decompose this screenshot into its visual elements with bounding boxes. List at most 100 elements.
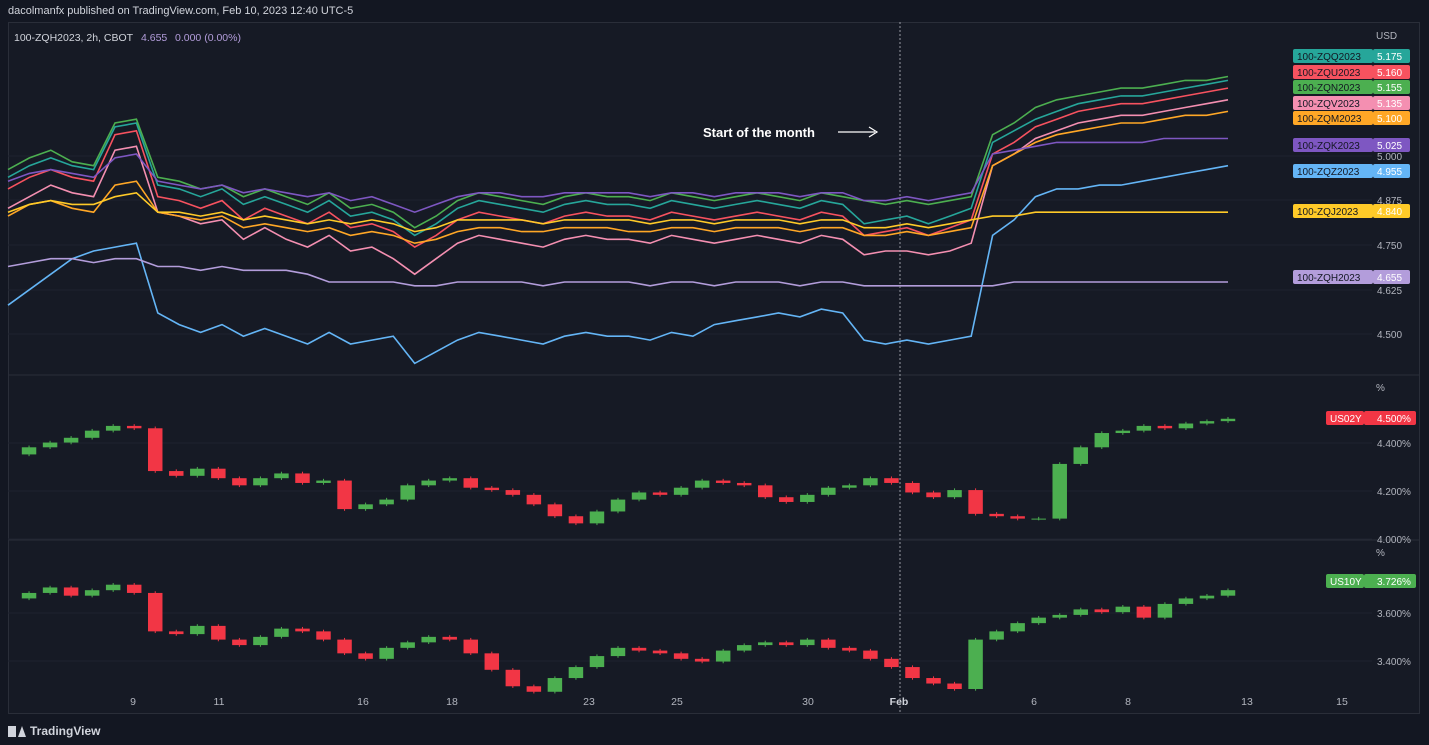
candle-body[interactable] bbox=[568, 667, 584, 679]
candle-body[interactable] bbox=[926, 492, 941, 498]
candle-body[interactable] bbox=[905, 482, 920, 493]
candle-body[interactable] bbox=[547, 504, 563, 517]
series-line-100-zqz2023[interactable] bbox=[7, 164, 1229, 365]
candle-body[interactable] bbox=[274, 473, 289, 479]
candle-body[interactable] bbox=[63, 437, 79, 443]
candle-body[interactable] bbox=[232, 639, 247, 646]
candle-body[interactable] bbox=[400, 642, 415, 648]
candle-body[interactable] bbox=[1010, 516, 1025, 519]
candle-body[interactable] bbox=[694, 658, 710, 662]
candle-body[interactable] bbox=[1052, 463, 1067, 519]
series-line-100-zqk2023[interactable] bbox=[7, 137, 1228, 214]
series-line-100-zqh2023[interactable] bbox=[7, 257, 1228, 287]
candle-body[interactable] bbox=[968, 490, 983, 514]
candle-body[interactable] bbox=[126, 425, 142, 429]
candle-body[interactable] bbox=[63, 587, 79, 596]
candle-body[interactable] bbox=[610, 499, 626, 512]
candle-body[interactable] bbox=[1220, 418, 1236, 422]
candle-body[interactable] bbox=[148, 592, 163, 632]
candle-body[interactable] bbox=[505, 669, 521, 687]
candle-body[interactable] bbox=[421, 636, 436, 643]
candle-body[interactable] bbox=[105, 425, 121, 431]
candle-body[interactable] bbox=[442, 636, 457, 640]
candle-body[interactable] bbox=[190, 625, 205, 635]
candle-body[interactable] bbox=[968, 639, 983, 690]
candle-body[interactable] bbox=[484, 487, 500, 491]
candle-body[interactable] bbox=[673, 487, 689, 495]
candle-body[interactable] bbox=[1157, 425, 1173, 429]
candle-body[interactable] bbox=[316, 631, 331, 640]
candle-body[interactable] bbox=[673, 653, 689, 659]
candle-body[interactable] bbox=[1220, 590, 1236, 596]
candle-body[interactable] bbox=[947, 683, 962, 690]
candle-body[interactable] bbox=[842, 485, 857, 488]
candle-body[interactable] bbox=[589, 511, 605, 524]
candle-body[interactable] bbox=[758, 642, 773, 646]
candle-body[interactable] bbox=[442, 478, 457, 481]
candle-body[interactable] bbox=[1136, 425, 1152, 431]
candle-body[interactable] bbox=[463, 478, 478, 488]
candle-body[interactable] bbox=[547, 678, 563, 692]
candle-body[interactable] bbox=[715, 480, 731, 483]
candle-body[interactable] bbox=[295, 473, 310, 483]
candle-body[interactable] bbox=[1031, 518, 1046, 520]
candle-body[interactable] bbox=[1094, 609, 1110, 613]
candle-body[interactable] bbox=[800, 494, 815, 502]
candle-body[interactable] bbox=[863, 650, 878, 659]
candle-body[interactable] bbox=[505, 490, 521, 495]
candle-body[interactable] bbox=[169, 631, 184, 635]
candle-body[interactable] bbox=[905, 667, 920, 679]
candle-body[interactable] bbox=[148, 428, 163, 472]
candle-body[interactable] bbox=[190, 468, 205, 476]
series-line-100-zqm2023[interactable] bbox=[7, 110, 1229, 245]
candle-body[interactable] bbox=[400, 485, 415, 500]
candle-body[interactable] bbox=[779, 497, 794, 502]
candle-body[interactable] bbox=[800, 639, 815, 646]
candle-body[interactable] bbox=[1115, 430, 1131, 434]
candle-body[interactable] bbox=[484, 653, 500, 670]
candle-body[interactable] bbox=[42, 442, 58, 448]
candle-body[interactable] bbox=[884, 478, 899, 483]
candle-body[interactable] bbox=[1178, 598, 1194, 604]
candle-body[interactable] bbox=[736, 482, 752, 486]
candle-body[interactable] bbox=[337, 639, 352, 654]
candle-body[interactable] bbox=[379, 499, 394, 505]
candle-body[interactable] bbox=[463, 639, 478, 654]
candle-body[interactable] bbox=[358, 504, 373, 510]
series-line-100-zqu2023[interactable] bbox=[7, 87, 1229, 249]
candle-body[interactable] bbox=[715, 650, 731, 662]
candle-body[interactable] bbox=[21, 592, 37, 599]
candle-body[interactable] bbox=[926, 678, 941, 684]
candle-body[interactable] bbox=[295, 628, 310, 632]
candle-body[interactable] bbox=[211, 625, 226, 640]
candle-body[interactable] bbox=[358, 653, 373, 659]
candle-body[interactable] bbox=[863, 478, 878, 486]
candle-body[interactable] bbox=[1199, 421, 1215, 424]
candle-body[interactable] bbox=[1031, 617, 1046, 624]
candle-body[interactable] bbox=[568, 516, 584, 524]
candle-body[interactable] bbox=[694, 480, 710, 488]
candle-body[interactable] bbox=[1073, 447, 1088, 464]
candle-body[interactable] bbox=[821, 639, 836, 648]
candle-body[interactable] bbox=[652, 650, 668, 654]
candle-body[interactable] bbox=[84, 430, 100, 438]
candle-body[interactable] bbox=[253, 636, 268, 646]
candle-body[interactable] bbox=[1094, 433, 1110, 448]
candle-body[interactable] bbox=[42, 587, 58, 593]
candle-body[interactable] bbox=[274, 628, 289, 637]
candle-body[interactable] bbox=[526, 686, 542, 692]
candle-body[interactable] bbox=[316, 480, 331, 483]
candle-body[interactable] bbox=[211, 468, 226, 479]
candle-body[interactable] bbox=[1136, 606, 1152, 618]
candle-body[interactable] bbox=[779, 642, 794, 646]
candle-body[interactable] bbox=[989, 631, 1004, 640]
candle-body[interactable] bbox=[610, 647, 626, 657]
candle-body[interactable] bbox=[526, 494, 542, 505]
candle-body[interactable] bbox=[631, 647, 647, 651]
candle-body[interactable] bbox=[169, 471, 184, 476]
candle-body[interactable] bbox=[989, 513, 1004, 517]
candle-body[interactable] bbox=[1073, 609, 1088, 615]
candle-body[interactable] bbox=[337, 480, 352, 510]
candle-body[interactable] bbox=[232, 478, 247, 486]
